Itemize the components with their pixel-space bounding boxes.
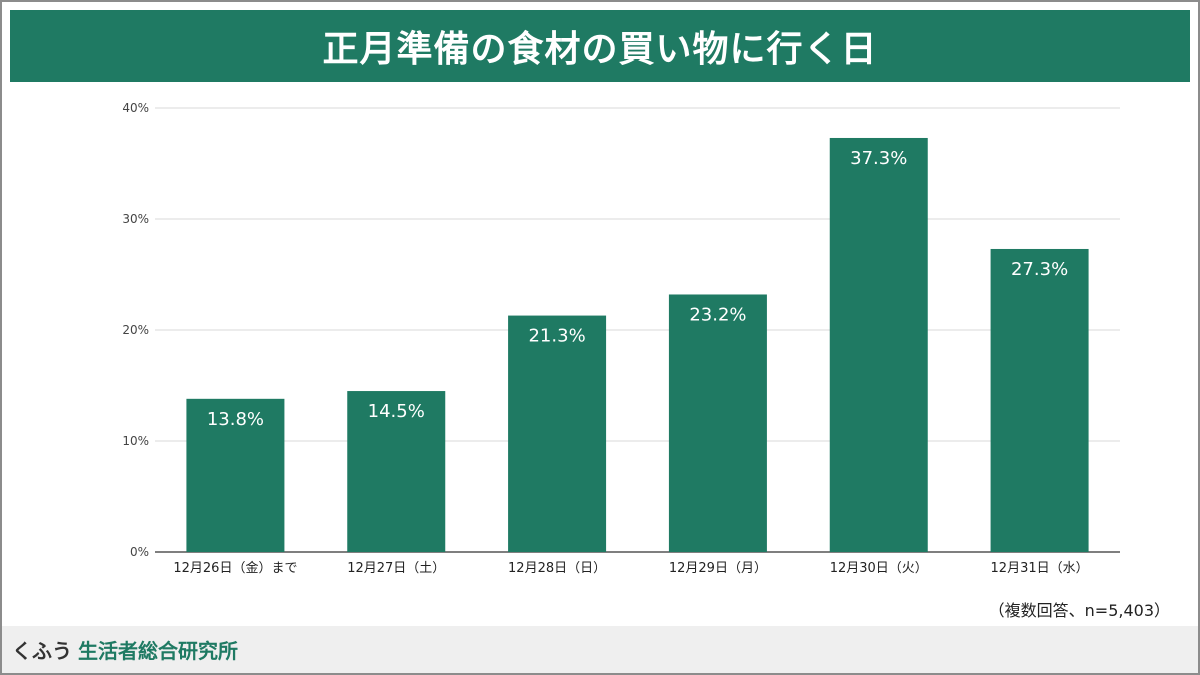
x-tick-label: 12月28日（日） bbox=[508, 561, 606, 576]
data-label: 27.3% bbox=[1011, 259, 1068, 280]
x-tick-label: 12月26日（金）まで bbox=[173, 560, 297, 576]
bar bbox=[347, 391, 446, 552]
x-axis-ticks: 12月26日（金）まで 12月27日（土） 12月28日（日） 12月29日（月） 12… bbox=[173, 560, 1088, 576]
data-label: 14.5% bbox=[368, 401, 425, 422]
bar bbox=[829, 137, 928, 552]
data-label: 23.2% bbox=[689, 304, 746, 325]
bar bbox=[508, 315, 607, 552]
y-tick-label: 10% bbox=[122, 434, 149, 448]
bars bbox=[186, 137, 1089, 552]
y-tick-label: 20% bbox=[122, 323, 149, 337]
footer-bar: くふう 生活者総合研究所 bbox=[2, 626, 1198, 673]
bar bbox=[668, 294, 767, 552]
data-labels: 13.8% 14.5% 21.3% 23.2% 37.3% 27.3% bbox=[207, 148, 1068, 430]
y-tick-label: 30% bbox=[122, 212, 149, 226]
data-label: 13.8% bbox=[207, 409, 264, 430]
grid-lines bbox=[155, 107, 1120, 553]
sample-note: （複数回答、n=5,403） bbox=[988, 601, 1170, 620]
y-axis-ticks: 0% 10% 20% 30% 40% bbox=[122, 101, 149, 559]
bar bbox=[186, 398, 285, 552]
brand-institute: 生活者総合研究所 bbox=[78, 639, 238, 663]
chart-title: 正月準備の食材の買い物に行く日 bbox=[322, 29, 878, 70]
title-bar: 正月準備の食材の買い物に行く日 bbox=[10, 10, 1190, 82]
x-tick-label: 12月30日（火） bbox=[830, 561, 928, 576]
x-tick-label: 12月27日（土） bbox=[347, 561, 445, 576]
data-label: 21.3% bbox=[528, 326, 585, 347]
bar bbox=[990, 248, 1089, 552]
y-tick-label: 40% bbox=[122, 101, 149, 115]
y-tick-label: 0% bbox=[130, 545, 149, 559]
brand-kufuu: くふう bbox=[12, 639, 72, 663]
data-label: 37.3% bbox=[850, 148, 907, 169]
x-tick-label: 12月31日（水） bbox=[991, 561, 1089, 576]
x-tick-label: 12月29日（月） bbox=[669, 561, 767, 576]
